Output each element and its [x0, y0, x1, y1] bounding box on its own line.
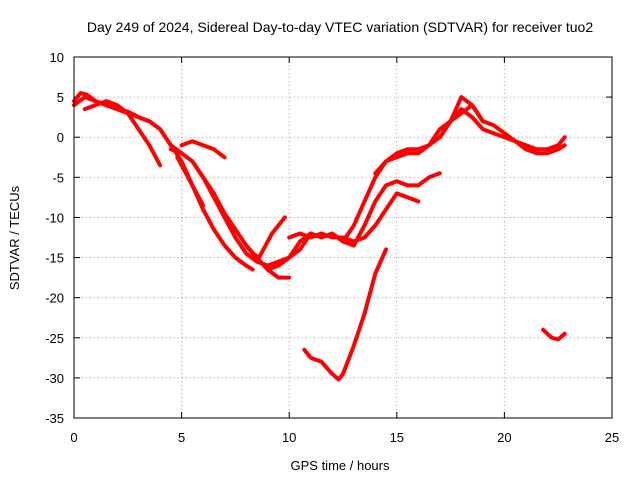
- series-arc-5: [175, 155, 206, 208]
- x-tick-labels: 0 5 10 15 20 25: [70, 430, 619, 445]
- y-tick-label: 10: [50, 50, 64, 65]
- plot-frame: [73, 56, 613, 419]
- series-arc-1: [72, 91, 255, 272]
- series-arc-7: [244, 215, 287, 260]
- series-arc-13: [302, 247, 388, 382]
- series-arc-9: [287, 191, 421, 244]
- y-tick-label: -15: [45, 251, 64, 266]
- y-tick-label: -5: [52, 170, 64, 185]
- series-arc-4: [168, 147, 292, 280]
- y-tick-label: -30: [45, 371, 64, 386]
- y-tick-label: 5: [57, 90, 64, 105]
- x-tick-label: 20: [497, 430, 511, 445]
- series-arc-6: [179, 139, 227, 160]
- series-arc-10: [341, 95, 485, 244]
- x-tick-label: 15: [390, 430, 404, 445]
- series-arc-8: [265, 171, 442, 272]
- y-tick-label: 0: [57, 130, 64, 145]
- y-tick-label: -20: [45, 291, 64, 306]
- x-tick-label: 25: [605, 430, 619, 445]
- y-tick-label: -10: [45, 210, 64, 225]
- x-tick-label: 0: [70, 430, 77, 445]
- x-tick-label: 5: [178, 430, 185, 445]
- y-tick-labels: 10 5 0 -5 -10 -15 -20 -25 -30 -35: [45, 50, 64, 426]
- series-arc-11: [373, 103, 567, 176]
- y-tick-label: -35: [45, 411, 64, 426]
- chart-title: Day 249 of 2024, Sidereal Day-to-day VTE…: [87, 19, 594, 35]
- y-tick-label: -25: [45, 331, 64, 346]
- grid: [74, 57, 612, 418]
- series: [72, 91, 567, 382]
- y-axis-title: SDTVAR / TECUs: [7, 185, 22, 290]
- x-tick-label: 10: [282, 430, 296, 445]
- series-arc-12: [437, 107, 567, 152]
- x-axis-title: GPS time / hours: [291, 458, 390, 473]
- series-arc-14: [541, 327, 567, 342]
